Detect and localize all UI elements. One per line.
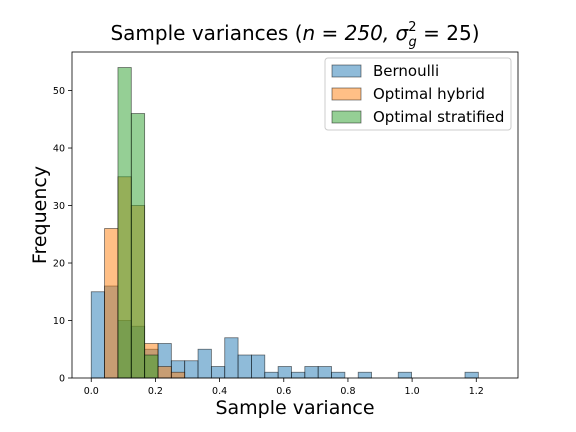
bar-optimal-hybrid <box>170 371 186 379</box>
y-axis-label: Frequency <box>29 166 51 264</box>
bar-bernoulli <box>251 354 266 379</box>
bar-bernoulli <box>184 360 199 379</box>
y-tick-label: 40 <box>53 144 65 155</box>
bar-bernoulli <box>197 348 212 379</box>
bar-bernoulli <box>304 366 319 379</box>
bar-bernoulli <box>210 366 226 379</box>
chart-title: Sample variances (n = 250, σ2 g = 25) <box>110 20 479 50</box>
x-tick-label: 0.0 <box>84 386 99 397</box>
y-axis-ticks: 0 10 20 30 40 50 <box>53 86 72 385</box>
legend: Bernoulli Optimal hybrid Optimal stratifie… <box>324 57 512 131</box>
bar-optimal-stratified <box>144 354 159 379</box>
x-tick-label: 0.6 <box>276 386 291 397</box>
y-tick-label: 10 <box>53 316 65 327</box>
bar-bernoulli <box>464 371 479 379</box>
bar-bernoulli <box>357 371 372 379</box>
bar-bernoulli <box>264 371 279 379</box>
chart-title-tail: = 25) <box>417 21 480 45</box>
bar-bernoulli <box>224 337 239 379</box>
bar-bernoulli <box>317 366 332 379</box>
bar-optimal-stratified <box>130 113 146 379</box>
y-tick-label: 0 <box>59 374 65 385</box>
plot-frame <box>71 51 519 379</box>
x-axis-label: Sample variance <box>215 397 374 419</box>
legend-label: Optimal stratified <box>373 108 504 126</box>
bar-bernoulli <box>277 366 292 379</box>
legend-swatch <box>331 110 362 124</box>
legend-frame <box>324 57 512 131</box>
chart-title-main: Sample variances ( <box>110 21 302 45</box>
bar-bernoulli <box>397 371 413 379</box>
bar-optimal-hybrid <box>157 366 172 379</box>
bars-layer <box>90 67 479 379</box>
x-tick-label: 0.8 <box>340 386 355 397</box>
legend-swatch <box>331 64 362 78</box>
legend-swatch <box>331 87 362 101</box>
x-tick-label: 0.2 <box>148 386 163 397</box>
chart-title-math: n = 250, σ <box>303 21 410 45</box>
legend-label: Bernoulli <box>373 62 439 80</box>
bar-optimal-stratified <box>117 67 132 379</box>
chart-title-sub: g <box>409 35 417 50</box>
x-tick-label: 1.0 <box>405 386 420 397</box>
x-tick-label: 1.2 <box>469 386 484 397</box>
bar-bernoulli <box>331 371 346 379</box>
y-tick-label: 30 <box>53 201 65 212</box>
bar-bernoulli <box>237 354 252 379</box>
y-tick-label: 50 <box>53 86 65 97</box>
x-tick-label: 0.4 <box>212 386 227 397</box>
bar-bernoulli <box>90 291 105 379</box>
bar-optimal-hybrid <box>104 228 119 379</box>
chart-title-sup: 2 <box>408 20 416 35</box>
legend-label: Optimal hybrid <box>373 85 485 103</box>
y-tick-label: 20 <box>53 259 65 270</box>
x-axis-ticks: 0.0 0.2 0.4 0.6 0.8 1.0 1.2 <box>84 378 484 397</box>
bar-bernoulli <box>291 371 306 379</box>
